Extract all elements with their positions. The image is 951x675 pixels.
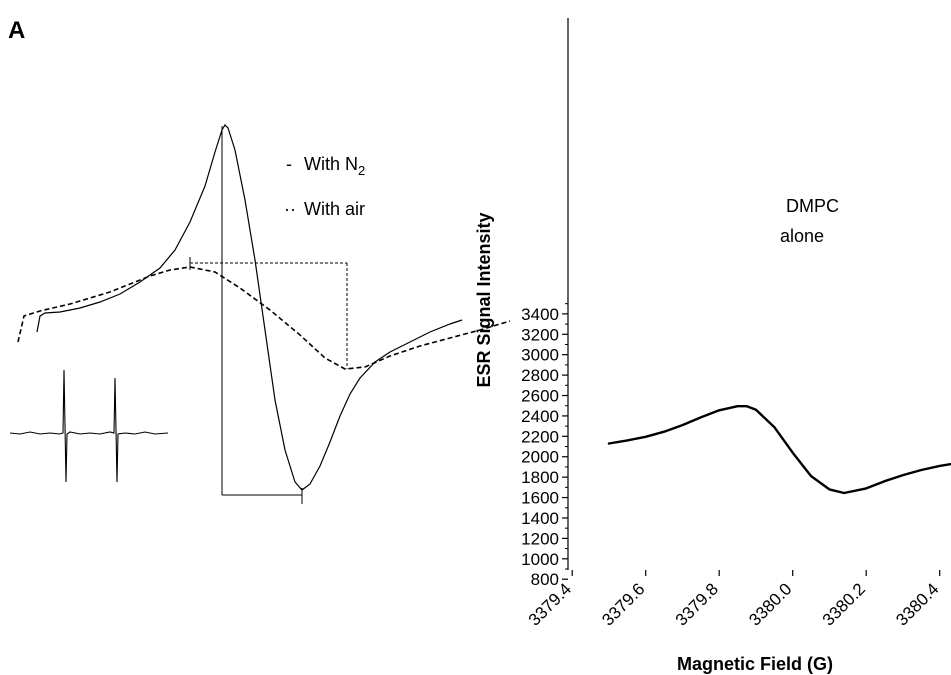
y-tick-label: 3000	[521, 346, 559, 365]
left-spectra-panel: - With N2 ·· With air	[9, 124, 511, 504]
annotation-line-2: alone	[780, 226, 824, 246]
y-tick-label: 1800	[521, 468, 559, 487]
reference-markers	[9, 369, 169, 483]
x-tick-label: 3379.8	[672, 579, 722, 629]
y-tick-label: 3200	[521, 325, 559, 344]
y-tick-label: 2600	[521, 387, 559, 406]
legend-marker-n2: -	[286, 154, 292, 174]
n2-peak-guides	[221, 126, 303, 504]
x-axis-title: Magnetic Field (G)	[677, 654, 833, 674]
x-tick-label: 3380.2	[819, 579, 869, 629]
series-layer	[607, 405, 951, 495]
panel-label: A	[8, 17, 25, 44]
y-tick-label: 2000	[521, 448, 559, 467]
y-tick-label: 800	[531, 570, 559, 589]
x-tick-label: 3379.6	[598, 579, 648, 629]
legend-label-air: With air	[304, 199, 365, 219]
legend-label-n2: With N2	[304, 154, 365, 178]
air-peak-guides	[190, 262, 348, 369]
air-spectrum-line	[17, 266, 511, 370]
x-axis: 3379.43379.63379.83380.03380.23380.43380…	[525, 570, 943, 630]
y-tick-label: 1200	[521, 529, 559, 548]
y-axis-title: ESR Signal Intensity	[474, 212, 494, 387]
x-tick-label: 3380.0	[745, 579, 795, 629]
legend-item-n2: - With N2	[286, 154, 365, 178]
y-tick-label: 1000	[521, 550, 559, 569]
y-tick-label: 1600	[521, 489, 559, 508]
x-tick-label: 3380.4	[892, 579, 942, 629]
legend: - With N2 ·· With air	[284, 154, 365, 219]
annotation-line-1: DMPC	[786, 196, 839, 216]
n2-spectrum-line	[36, 124, 463, 491]
legend-marker-air: ··	[284, 199, 296, 219]
y-tick-label: 2200	[521, 427, 559, 446]
y-tick-label: 2400	[521, 407, 559, 426]
y-tick-label: 2800	[521, 366, 559, 385]
y-tick-label: 1400	[521, 509, 559, 528]
legend-item-air: ·· With air	[284, 199, 365, 219]
series-line-0	[607, 405, 951, 495]
y-tick-label: 3400	[521, 305, 559, 324]
